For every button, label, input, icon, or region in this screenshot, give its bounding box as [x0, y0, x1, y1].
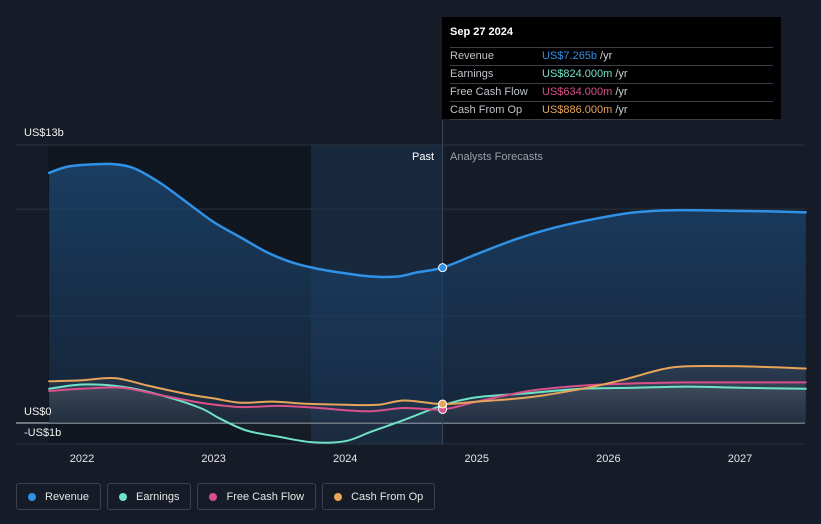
- legend-item-revenue[interactable]: Revenue: [16, 483, 102, 510]
- y-axis-zero-label: US$0: [24, 406, 52, 418]
- marker-layer: [438, 263, 448, 414]
- label-layer: US$13b US$0 -US$1b Past Analysts Forecas…: [24, 127, 543, 439]
- tooltip-row-unit: /yr: [615, 86, 628, 98]
- area-layer: [49, 163, 806, 443]
- tooltip-row-free-cash-flow: Free Cash Flow US$634.000m /yr: [450, 83, 773, 101]
- revenue-area: [49, 163, 806, 423]
- tooltip-row-unit: /yr: [600, 50, 613, 62]
- revenue-marker: [438, 263, 448, 273]
- free-cash-flow-dot-icon: [209, 492, 218, 501]
- tooltip-row-value: US$7.265b: [542, 50, 598, 62]
- tooltip-row-earnings: Earnings US$824.000m /yr: [450, 65, 773, 83]
- legend-label: Cash From Op: [351, 490, 424, 503]
- legend-label: Free Cash Flow: [226, 490, 305, 503]
- tooltip-row-unit: /yr: [615, 104, 628, 116]
- legend-item-earnings[interactable]: Earnings: [107, 483, 192, 510]
- legend-item-free-cash-flow[interactable]: Free Cash Flow: [197, 483, 317, 510]
- tooltip-row-label: Earnings: [450, 68, 494, 80]
- cash-from-op-line: [48, 365, 807, 407]
- free-cash-flow-line: [48, 381, 807, 413]
- y-axis-bottom-label: -US$1b: [24, 427, 61, 439]
- tooltip-row-value: US$886.000m: [542, 104, 613, 116]
- tooltip-row-cash-from-op: Cash From Op US$886.000m /yr: [450, 101, 773, 120]
- tooltip-row-value: US$824.000m: [542, 68, 613, 80]
- earnings-dot-icon: [119, 492, 128, 501]
- past-region-label: Past: [412, 151, 434, 163]
- tooltip-row-label: Free Cash Flow: [450, 86, 528, 98]
- legend-item-cash-from-op[interactable]: Cash From Op: [322, 483, 436, 510]
- revenue-dot-icon: [28, 492, 36, 501]
- x-tick-label: 2022: [70, 453, 94, 465]
- revenue-line: [47, 162, 808, 279]
- x-tick-label: 2027: [728, 453, 752, 465]
- cash-from-op-marker: [438, 399, 448, 409]
- x-axis-ticks: 2022 2023 2024 2025 2026 2027: [70, 453, 752, 465]
- y-axis-top-label: US$13b: [24, 127, 64, 139]
- forecast-region-label: Analysts Forecasts: [450, 151, 543, 163]
- cash-from-op-area: [49, 365, 806, 423]
- legend-label: Revenue: [45, 490, 90, 503]
- tooltip: Sep 27 2024 Revenue US$7.265b /yr Earnin…: [442, 17, 781, 120]
- tooltip-row-label: Revenue: [450, 50, 495, 62]
- legend: Revenue Earnings Free Cash Flow Cash Fro…: [16, 483, 436, 510]
- tooltip-date: Sep 27 2024: [450, 26, 513, 38]
- cash-from-op-dot-icon: [334, 492, 343, 501]
- tooltip-row-label: Cash From Op: [450, 104, 523, 116]
- x-tick-label: 2024: [333, 453, 357, 465]
- tooltip-row-value: US$634.000m: [542, 86, 613, 98]
- tooltip-row-revenue: Revenue US$7.265b /yr: [450, 47, 773, 65]
- x-tick-label: 2025: [465, 453, 489, 465]
- line-layer: [47, 162, 808, 444]
- x-tick-label: 2023: [201, 453, 225, 465]
- legend-label: Earnings: [136, 490, 180, 503]
- tooltip-row-unit: /yr: [615, 68, 628, 80]
- x-tick-label: 2026: [596, 453, 620, 465]
